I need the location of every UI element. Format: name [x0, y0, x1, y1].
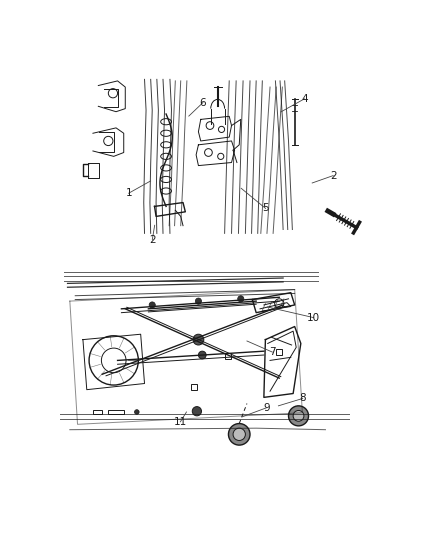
Circle shape — [237, 296, 243, 302]
Circle shape — [149, 302, 155, 308]
Circle shape — [198, 351, 206, 359]
Bar — [108, 410, 124, 414]
Circle shape — [193, 334, 203, 345]
Text: 6: 6 — [199, 98, 206, 108]
Text: 11: 11 — [173, 417, 187, 427]
Bar — [276, 349, 282, 355]
Text: 1: 1 — [125, 188, 132, 198]
Text: 7: 7 — [268, 347, 275, 357]
Text: 4: 4 — [300, 94, 307, 104]
Text: 8: 8 — [299, 393, 305, 403]
Text: 2: 2 — [148, 235, 155, 245]
Circle shape — [233, 428, 245, 440]
Bar — [225, 353, 230, 359]
Circle shape — [293, 410, 303, 421]
Text: 2: 2 — [329, 171, 336, 181]
Text: 5: 5 — [261, 204, 268, 213]
Circle shape — [134, 410, 139, 414]
Text: 10: 10 — [306, 312, 319, 322]
Bar — [190, 384, 196, 390]
Bar — [93, 410, 102, 414]
Circle shape — [288, 406, 308, 426]
Text: 9: 9 — [262, 403, 269, 413]
Circle shape — [195, 298, 201, 304]
Circle shape — [192, 407, 201, 416]
Circle shape — [228, 424, 250, 445]
